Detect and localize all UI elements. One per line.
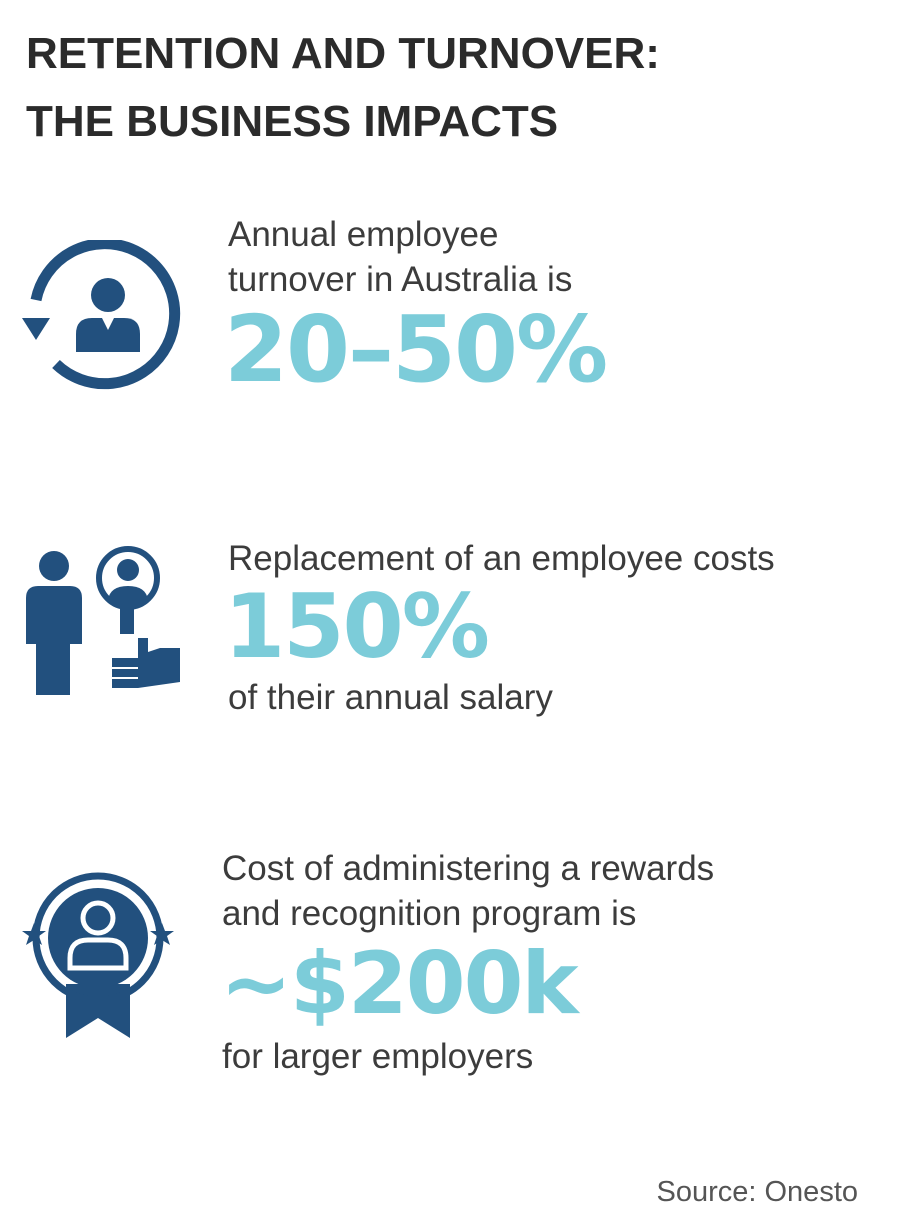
stat-turnover-lead-1: Annual employee: [228, 215, 499, 254]
stat-turnover-value: 20–50%: [224, 296, 608, 403]
stat-replacement-tail: of their annual salary: [228, 678, 553, 717]
page-title: RETENTION AND TURNOVER: THE BUSINESS IMP…: [26, 20, 660, 156]
source-note: Source: Onesto: [656, 1176, 859, 1208]
recognition-badge-icon: [22, 872, 174, 1038]
stat-rewards-tail: for larger employers: [222, 1037, 534, 1076]
title-line-1: RETENTION AND TURNOVER:: [26, 29, 660, 78]
stat-replacement-value: 150%: [224, 575, 490, 678]
stat-rewards-cost: Cost of administering a rewards and reco…: [220, 846, 715, 1079]
stat-turnover-lead-2: turnover in Australia is: [228, 260, 573, 299]
employee-replacement-icon: [26, 546, 180, 695]
stat-replacement-lead-1: Replacement of an employee costs: [228, 539, 775, 578]
stat-rewards-value: ~$200k: [220, 934, 579, 1034]
stat-turnover: Annual employee turnover in Australia is…: [224, 212, 608, 400]
title-line-2: THE BUSINESS IMPACTS: [26, 97, 559, 146]
stat-rewards-lead-2: and recognition program is: [222, 894, 637, 933]
turnover-cycle-icon: [22, 240, 181, 390]
stat-replacement: Replacement of an employee costs 150% of…: [224, 536, 775, 720]
stat-rewards-lead-1: Cost of administering a rewards: [222, 849, 715, 888]
